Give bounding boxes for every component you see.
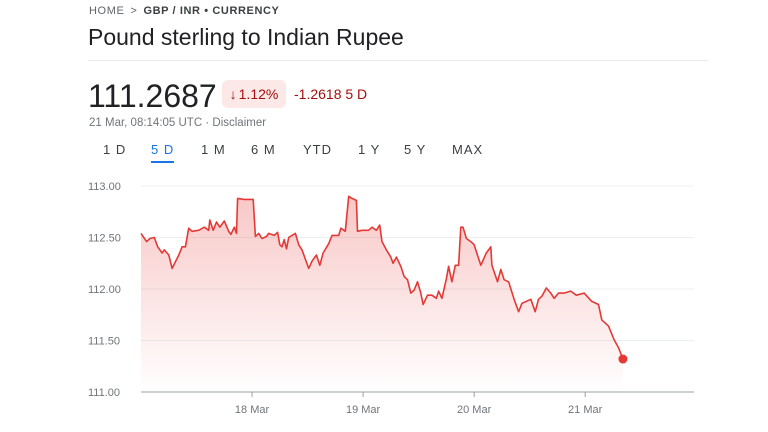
percent-change-badge: ↓ 1.12%	[222, 80, 286, 108]
x-tick-label: 18 Mar	[235, 404, 270, 416]
percent-change: 1.12%	[238, 86, 279, 102]
tab-max[interactable]: MAX	[452, 142, 484, 157]
breadcrumb-current: GBP / INR • CURRENCY	[143, 5, 280, 17]
y-tick-label: 112.50	[88, 233, 121, 245]
breadcrumb: HOME > GBP / INR • CURRENCY	[89, 5, 280, 17]
arrow-down-icon: ↓	[229, 86, 237, 102]
tab-5d[interactable]: 5 D	[151, 142, 175, 163]
page-title: Pound sterling to Indian Rupee	[88, 24, 404, 50]
timestamp-line: 21 Mar, 08:14:05 UTC · Disclaimer	[89, 117, 266, 129]
tab-1m[interactable]: 1 M	[201, 142, 226, 157]
price-area	[141, 196, 623, 392]
last-price-dot	[618, 354, 628, 364]
current-price: 111.2687	[88, 78, 217, 114]
x-tick-label: 21 Mar	[568, 404, 603, 416]
timestamp: 21 Mar, 08:14:05 UTC	[89, 117, 203, 129]
chevron-right-icon: >	[130, 5, 138, 17]
tab-1y[interactable]: 1 Y	[358, 142, 381, 157]
divider	[88, 60, 708, 61]
tab-ytd[interactable]: YTD	[303, 142, 332, 157]
tab-1d[interactable]: 1 D	[103, 142, 127, 157]
y-tick-label: 113.00	[88, 181, 121, 193]
price-line	[140, 195, 624, 360]
absolute-change: -1.2618 5 D	[294, 86, 368, 102]
disclaimer-link[interactable]: · Disclaimer	[205, 117, 267, 129]
tab-5y[interactable]: 5 Y	[404, 142, 427, 157]
breadcrumb-home[interactable]: HOME	[89, 5, 125, 17]
tab-6m[interactable]: 6 M	[251, 142, 276, 157]
y-tick-label: 111.00	[88, 387, 120, 399]
x-tick-label: 19 Mar	[346, 404, 381, 416]
x-tick-label: 20 Mar	[457, 404, 492, 416]
y-tick-label: 111.50	[88, 336, 120, 348]
y-tick-label: 112.00	[88, 284, 121, 296]
